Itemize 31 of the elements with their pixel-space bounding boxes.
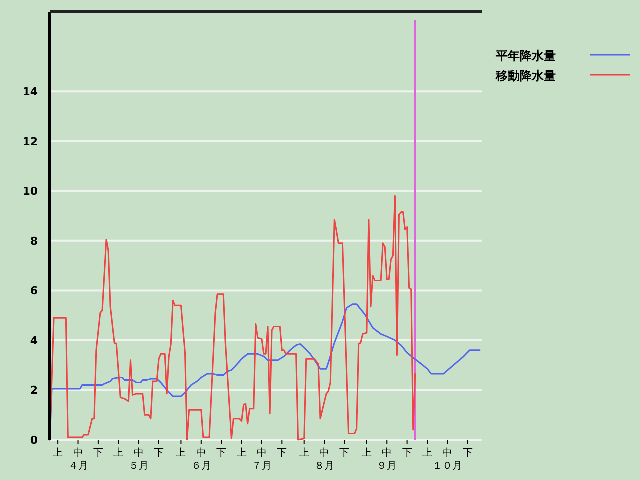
y-tick-label: 6 xyxy=(30,284,38,298)
x-tick-label: 上 xyxy=(114,447,124,459)
x-tick-label: 上 xyxy=(53,447,64,459)
x-tick-label: 中５月 xyxy=(128,447,149,472)
y-tick-label: 14 xyxy=(22,86,38,99)
x-tick-label: 下 xyxy=(402,448,412,459)
x-tick-label: 下 xyxy=(277,448,288,459)
x-tick-label: 下 xyxy=(93,448,104,459)
x-tick-label: 上 xyxy=(236,447,247,459)
y-tick-label: 2 xyxy=(30,384,38,398)
y-tick-label: 10 xyxy=(22,185,38,198)
y-tick-label: 12 xyxy=(22,135,38,148)
x-tick-label: 上 xyxy=(299,447,310,459)
x-tick-label: 中７月 xyxy=(252,447,272,472)
x-tick-label: 中１０月 xyxy=(432,447,463,472)
x-tick-label: 中８月 xyxy=(314,447,335,472)
x-tick-label: 中４月 xyxy=(68,447,88,472)
x-tick-label: 上 xyxy=(362,447,372,459)
y-tick-label: 8 xyxy=(30,234,38,248)
x-tick-label: 下 xyxy=(154,448,164,459)
x-tick-label: 上 xyxy=(176,447,186,459)
x-tick-label: 上 xyxy=(422,447,432,459)
text: 平年降水量 xyxy=(495,49,556,63)
y-tick-label: 0 xyxy=(30,434,38,447)
x-tick-label: 下 xyxy=(340,448,350,459)
x-tick-label: 中９月 xyxy=(377,447,398,472)
y-tick-label: 4 xyxy=(30,334,38,348)
x-tick-label: 中６月 xyxy=(191,447,212,472)
text: 移動降水量 xyxy=(495,69,556,83)
x-tick-label: 下 xyxy=(216,448,227,459)
x-tick-label: 下 xyxy=(462,448,473,459)
